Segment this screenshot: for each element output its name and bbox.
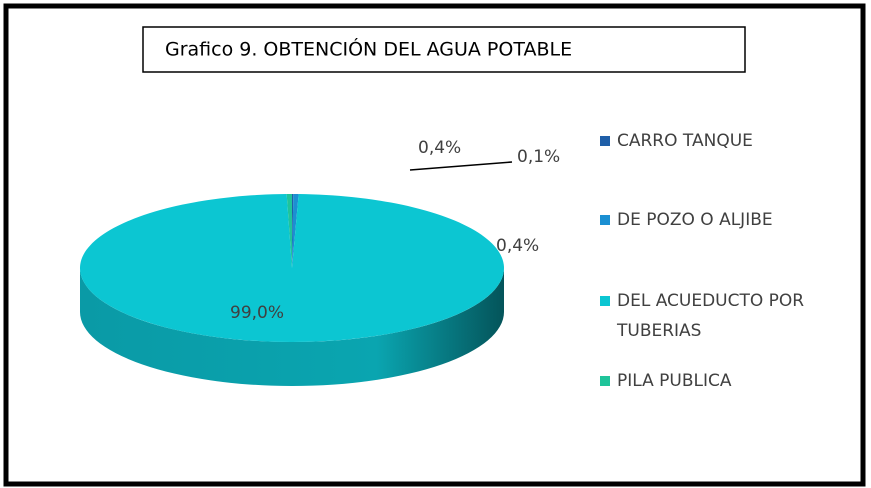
pie: 0,1% 0,4% 99,0% 0,4% — [80, 138, 560, 386]
pie-slice — [286, 194, 292, 268]
data-label: 0,1% — [517, 147, 560, 167]
legend-line: DEL ACUEDUCTO POR — [617, 291, 804, 311]
pie-slice — [292, 194, 294, 268]
chart-title: Grafico 9. OBTENCIÓN DEL AGUA POTABLE — [165, 37, 572, 61]
pie-side — [80, 268, 504, 386]
legend-label: CARRO TANQUE — [617, 131, 753, 151]
pie-slice — [80, 194, 505, 342]
pie-slice — [292, 194, 299, 268]
data-label: 99,0% — [230, 303, 284, 323]
legend-label: PILA PUBLICA — [617, 371, 732, 391]
legend-label: DEL ACUEDUCTO POR TUBERIAS — [616, 291, 804, 341]
data-label: 0,4% — [418, 138, 461, 158]
data-label: 0,4% — [496, 236, 539, 256]
legend-swatch — [600, 215, 610, 225]
legend-swatch — [600, 136, 610, 146]
legend: CARRO TANQUE DE POZO O ALJIBE DEL ACUEDUCT… — [600, 131, 804, 391]
legend-swatch — [600, 296, 610, 306]
legend-swatch — [600, 376, 610, 386]
legend-label: DE POZO O ALJIBE — [617, 210, 773, 230]
legend-line: TUBERIAS — [616, 321, 701, 341]
leader-line — [409, 161, 513, 171]
title-box — [142, 26, 746, 73]
